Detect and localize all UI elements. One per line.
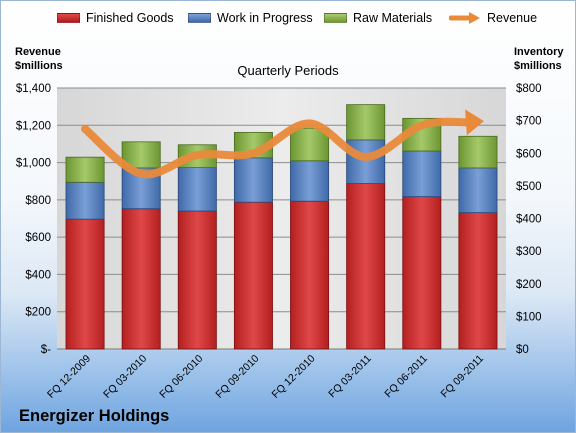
legend-item-work-in-progress: Work in Progress bbox=[188, 9, 313, 27]
right-tick-label: $600 bbox=[516, 148, 542, 160]
right-tick-label: $500 bbox=[516, 181, 542, 193]
right-tick-label: $800 bbox=[516, 83, 542, 95]
left-axis-title-line1: Revenue bbox=[15, 46, 61, 58]
bar-raw-materials bbox=[290, 127, 330, 162]
left-tick-label: $1,200 bbox=[16, 120, 51, 132]
right-tick-label: $300 bbox=[516, 246, 542, 258]
x-tick-label: FQ 09-2011 bbox=[438, 353, 486, 401]
left-axis-title-line2: $millions bbox=[15, 60, 63, 72]
bar-work-in-progress bbox=[290, 160, 330, 202]
bar-work-in-progress bbox=[233, 157, 273, 203]
x-tick-label: FQ 03-2011 bbox=[326, 353, 374, 401]
bar-finished-goods bbox=[121, 208, 161, 350]
x-tick-label: FQ 06-2010 bbox=[157, 353, 205, 401]
bar-work-in-progress bbox=[346, 139, 386, 184]
left-tick-label: $- bbox=[41, 344, 51, 356]
bar-finished-goods bbox=[177, 210, 217, 350]
bar-finished-goods bbox=[65, 218, 105, 350]
legend-item-revenue: Revenue bbox=[449, 9, 537, 27]
left-tick-label: $1,400 bbox=[16, 83, 51, 95]
bar-work-in-progress bbox=[65, 181, 105, 220]
x-tick-label: FQ 12-2010 bbox=[270, 353, 318, 401]
right-tick-label: $100 bbox=[516, 311, 542, 323]
x-tick-label: FQ 12-2009 bbox=[45, 353, 93, 401]
legend-label-work-in-progress: Work in Progress bbox=[217, 11, 313, 25]
legend-item-raw-materials: Raw Materials bbox=[324, 9, 432, 27]
legend-label-finished-goods: Finished Goods bbox=[86, 11, 174, 25]
right-tick-label: $200 bbox=[516, 279, 542, 291]
bar-raw-materials bbox=[458, 135, 498, 169]
right-axis-title: Inventory $millions bbox=[514, 45, 564, 73]
bar-finished-goods bbox=[346, 183, 386, 350]
company-name: Energizer Holdings bbox=[19, 407, 170, 425]
bar-work-in-progress bbox=[402, 150, 442, 198]
bar-finished-goods bbox=[290, 200, 330, 350]
legend: Finished Goods Work in Progress Raw Mate… bbox=[1, 9, 575, 31]
bar-finished-goods bbox=[233, 201, 273, 350]
bar-raw-materials bbox=[346, 104, 386, 141]
legend-item-finished-goods: Finished Goods bbox=[57, 9, 174, 27]
x-tick-label: FQ 03-2010 bbox=[101, 353, 149, 401]
legend-swatch-finished-goods bbox=[57, 13, 80, 23]
x-tick-label: FQ 09-2010 bbox=[213, 353, 261, 401]
left-tick-label: $800 bbox=[25, 195, 51, 207]
bar-work-in-progress bbox=[458, 167, 498, 214]
legend-arrow-icon bbox=[449, 12, 480, 24]
legend-label-revenue: Revenue bbox=[487, 11, 538, 25]
legend-label-raw-materials: Raw Materials bbox=[353, 11, 433, 25]
bar-finished-goods bbox=[458, 212, 498, 350]
legend-swatch-raw-materials bbox=[324, 13, 347, 23]
left-tick-label: $1,000 bbox=[16, 158, 51, 170]
left-tick-label: $600 bbox=[25, 232, 51, 244]
right-tick-label: $700 bbox=[516, 116, 542, 128]
left-tick-label: $200 bbox=[25, 307, 51, 319]
chart-title: Quarterly Periods bbox=[237, 63, 339, 78]
right-tick-label: $0 bbox=[516, 344, 529, 356]
legend-swatch-work-in-progress bbox=[188, 13, 211, 23]
bar-finished-goods bbox=[402, 196, 442, 350]
left-axis-title: Revenue $millions bbox=[15, 45, 63, 73]
right-axis-title-line2: $millions bbox=[514, 60, 562, 72]
revenue-line bbox=[81, 117, 472, 179]
bar-raw-materials bbox=[65, 156, 105, 183]
right-axis-title-line1: Inventory bbox=[514, 46, 564, 58]
revenue-arrow-head bbox=[465, 109, 484, 136]
right-tick-label: $400 bbox=[516, 214, 542, 226]
x-tick-label: FQ 06-2011 bbox=[382, 353, 430, 401]
bar-work-in-progress bbox=[177, 167, 217, 212]
left-tick-label: $400 bbox=[25, 269, 51, 281]
